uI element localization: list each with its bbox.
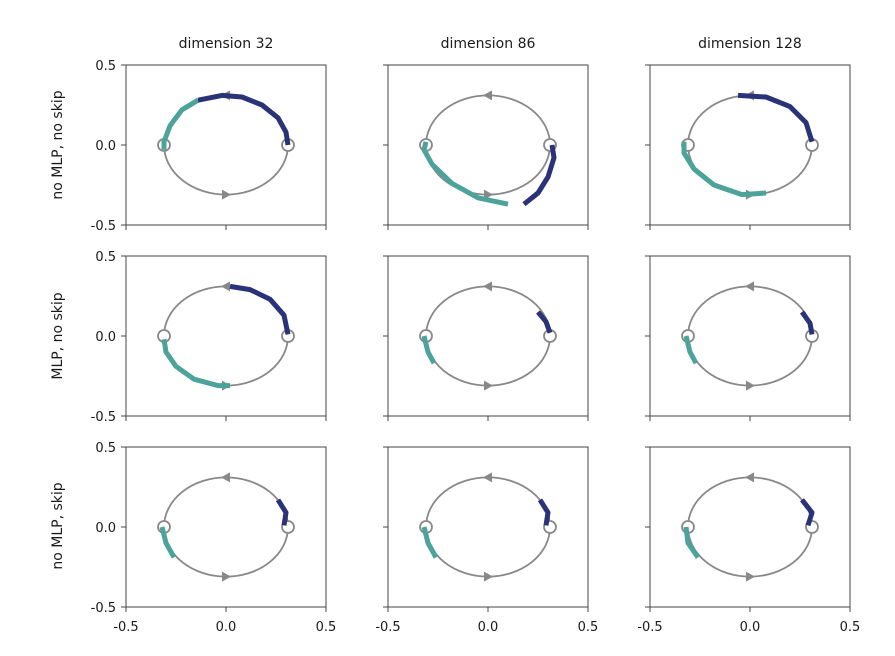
panel-r0-c0: 0.5 0.0 -0.5	[91, 59, 327, 234]
panel-frame	[125, 64, 327, 226]
panel-r2-c1: -0.5 0.0 0.5	[375, 446, 599, 635]
x-tick-label: 0.5	[316, 620, 337, 635]
y-tick-label: -0.5	[91, 219, 116, 234]
x-tick-label: -0.5	[637, 620, 662, 635]
column-title-2: dimension 128	[698, 36, 802, 52]
reference-circle	[687, 285, 813, 387]
trajectory-navy	[197, 92, 291, 146]
trajectory-teal	[159, 526, 177, 559]
panel-frame	[125, 446, 327, 608]
row-label-0: no MLP, no skip	[50, 90, 66, 199]
panel-frame	[387, 255, 589, 417]
trajectory-teal	[681, 141, 767, 198]
row-labels: no MLP, no skip MLP, no skip no MLP, ski…	[50, 90, 66, 569]
reference-circle	[425, 285, 551, 387]
column-title-1: dimension 86	[441, 36, 536, 52]
reference-circle	[687, 476, 813, 578]
y-tick-label: 0.0	[95, 330, 116, 345]
trajectory-navy	[537, 498, 551, 526]
row-label-2: no MLP, skip	[50, 482, 66, 569]
panels: 0.50.0-0.50.50.0-0.50.50.0-0.5-0.5 0.0 0.5…	[91, 59, 861, 635]
x-tick-label: 0.5	[578, 620, 599, 635]
direction-arrow-bottom	[746, 571, 755, 582]
panel-r2-c0: 0.5 0.0 -0.5 -0.5 0.0 0.5	[91, 441, 337, 635]
trajectory-teal	[161, 98, 200, 150]
x-tick-label: 0.0	[478, 620, 499, 635]
x-tick-label: 0.0	[740, 620, 761, 635]
x-tick-label: -0.5	[375, 620, 400, 635]
panel-r0-c1	[383, 64, 589, 230]
reference-circle	[425, 476, 551, 578]
panel-frame	[649, 255, 851, 417]
y-tick-label: 0.0	[95, 139, 116, 154]
direction-arrow-top	[483, 90, 492, 101]
panel-r0-c2	[645, 64, 851, 230]
direction-arrow-bottom	[484, 380, 493, 391]
row-label-1: MLP, no skip	[50, 292, 66, 379]
trajectory-navy	[737, 92, 815, 143]
direction-arrow-top	[745, 281, 754, 292]
panel-r1-c1	[383, 255, 589, 421]
panel-r1-c0: 0.5 0.0 -0.5	[91, 250, 327, 425]
trajectory-navy	[275, 498, 289, 526]
y-tick-label: 0.5	[95, 250, 116, 265]
direction-arrow-top	[483, 281, 492, 292]
panel-r2-c2: -0.5 0.0 0.5	[637, 446, 861, 635]
trajectory-navy	[536, 310, 553, 334]
panel-frame	[387, 446, 589, 608]
direction-arrow-top	[221, 281, 230, 292]
trajectory-navy	[799, 310, 815, 335]
y-tick-label: 0.0	[95, 521, 116, 536]
direction-arrow-bottom	[484, 571, 493, 582]
x-tick-label: 0.0	[216, 620, 237, 635]
trajectory-teal	[421, 526, 439, 559]
panel-frame	[649, 64, 851, 226]
direction-arrow-top	[221, 472, 230, 483]
column-titles: dimension 32 dimension 86 dimension 128	[179, 36, 802, 52]
direction-arrow-bottom	[746, 380, 755, 391]
trajectory-teal	[421, 141, 509, 207]
reference-circle	[163, 476, 289, 578]
trajectory-navy	[800, 498, 815, 527]
y-tick-label: 0.5	[95, 441, 116, 456]
trajectory-navy	[522, 144, 557, 207]
trajectory-navy	[229, 283, 291, 335]
x-tick-label: 0.5	[840, 620, 861, 635]
trajectory-teal	[683, 335, 699, 365]
trajectory-teal	[161, 338, 230, 389]
panel-frame	[125, 255, 327, 417]
column-title-0: dimension 32	[179, 36, 274, 52]
direction-arrow-bottom	[222, 571, 231, 582]
panel-frame	[649, 446, 851, 608]
trajectory-teal	[421, 335, 437, 365]
y-tick-label: 0.5	[95, 59, 116, 74]
direction-arrow-top	[483, 472, 492, 483]
direction-arrow-bottom	[222, 189, 231, 200]
direction-arrow-top	[745, 472, 754, 483]
x-tick-label: -0.5	[113, 620, 138, 635]
trajectory-teal	[683, 526, 701, 559]
y-tick-label: -0.5	[91, 601, 116, 616]
panel-r1-c2	[645, 255, 851, 421]
y-tick-label: -0.5	[91, 410, 116, 425]
